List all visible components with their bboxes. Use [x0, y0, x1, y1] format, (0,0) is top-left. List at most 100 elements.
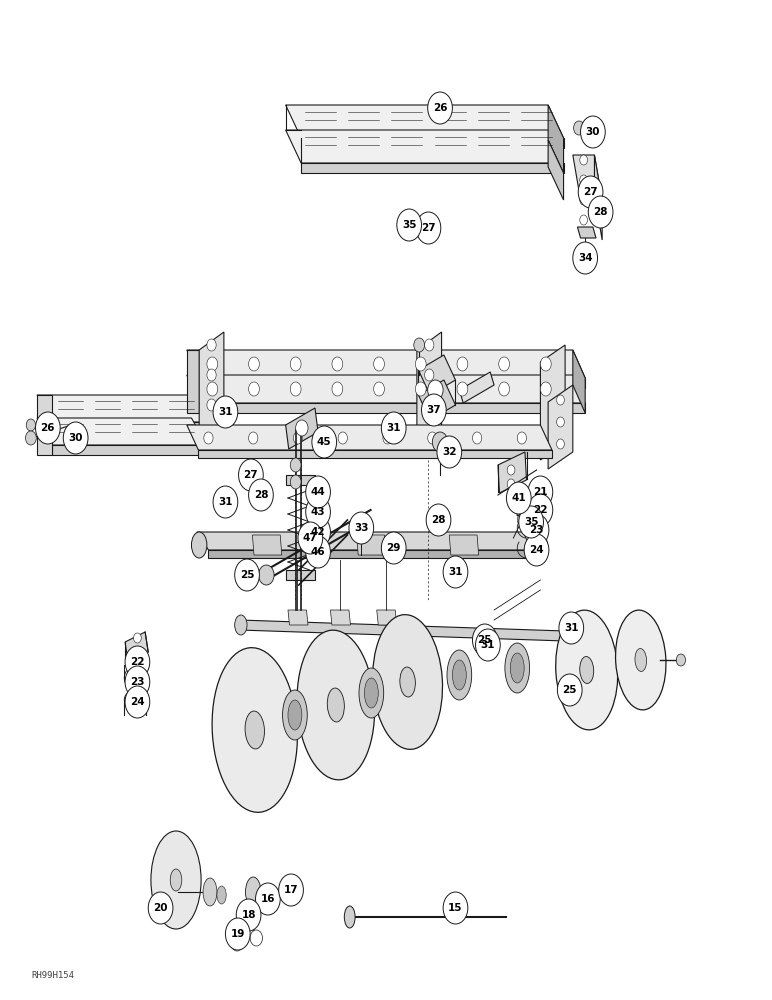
Ellipse shape: [344, 906, 355, 928]
Polygon shape: [37, 395, 52, 455]
Circle shape: [290, 382, 301, 396]
Circle shape: [279, 874, 303, 906]
Polygon shape: [594, 155, 602, 240]
Polygon shape: [197, 532, 544, 550]
Text: 43: 43: [311, 507, 325, 517]
Circle shape: [213, 486, 238, 518]
Ellipse shape: [359, 668, 384, 718]
Circle shape: [580, 195, 587, 205]
Circle shape: [259, 565, 274, 585]
Circle shape: [306, 496, 330, 528]
Circle shape: [204, 432, 213, 444]
Text: 26: 26: [41, 423, 55, 433]
Polygon shape: [548, 385, 573, 469]
Circle shape: [517, 432, 527, 444]
Ellipse shape: [297, 630, 374, 780]
Polygon shape: [449, 535, 479, 555]
Circle shape: [239, 459, 263, 491]
Polygon shape: [330, 610, 350, 625]
Text: 25: 25: [478, 635, 492, 645]
Ellipse shape: [245, 711, 265, 749]
Circle shape: [581, 116, 605, 148]
Polygon shape: [125, 632, 148, 662]
Circle shape: [235, 559, 259, 591]
Text: 31: 31: [218, 407, 232, 417]
Polygon shape: [577, 227, 596, 238]
Circle shape: [374, 357, 384, 371]
Circle shape: [416, 212, 441, 244]
Text: 22: 22: [533, 505, 547, 515]
Text: 22: 22: [130, 657, 144, 667]
Circle shape: [428, 432, 437, 444]
Circle shape: [355, 514, 367, 530]
Polygon shape: [187, 375, 585, 403]
Circle shape: [249, 357, 259, 371]
Text: 42: 42: [311, 527, 325, 537]
Circle shape: [338, 432, 347, 444]
Circle shape: [306, 476, 330, 508]
Circle shape: [415, 357, 426, 371]
Polygon shape: [37, 395, 207, 422]
Text: 28: 28: [254, 490, 268, 500]
Circle shape: [36, 412, 60, 444]
Circle shape: [507, 479, 515, 489]
Circle shape: [457, 357, 468, 371]
Polygon shape: [52, 422, 207, 432]
Circle shape: [63, 422, 88, 454]
Circle shape: [528, 476, 553, 508]
Circle shape: [207, 357, 218, 371]
Ellipse shape: [635, 649, 647, 671]
Polygon shape: [198, 450, 552, 458]
Circle shape: [207, 382, 218, 396]
Circle shape: [125, 646, 150, 678]
Text: 28: 28: [594, 207, 608, 217]
Circle shape: [25, 431, 36, 445]
Circle shape: [381, 412, 406, 444]
Polygon shape: [199, 403, 585, 413]
Text: 21: 21: [533, 487, 547, 497]
Text: 31: 31: [387, 423, 401, 433]
Polygon shape: [187, 350, 199, 413]
Circle shape: [428, 380, 443, 400]
Text: 31: 31: [564, 623, 578, 633]
Circle shape: [524, 534, 549, 566]
Circle shape: [249, 479, 273, 511]
Circle shape: [290, 458, 301, 472]
Text: 23: 23: [130, 677, 144, 687]
Circle shape: [506, 482, 531, 514]
Circle shape: [499, 357, 510, 371]
Ellipse shape: [364, 678, 378, 708]
Circle shape: [293, 432, 303, 444]
Polygon shape: [37, 418, 207, 445]
Circle shape: [207, 339, 216, 351]
Circle shape: [559, 612, 584, 644]
Circle shape: [397, 209, 422, 241]
Text: 44: 44: [310, 487, 326, 497]
Circle shape: [381, 532, 406, 564]
Ellipse shape: [447, 650, 472, 700]
Circle shape: [499, 382, 510, 396]
Polygon shape: [573, 155, 602, 200]
Circle shape: [557, 395, 564, 405]
Circle shape: [580, 175, 587, 185]
Text: 30: 30: [69, 433, 83, 443]
Circle shape: [249, 432, 258, 444]
Circle shape: [425, 369, 434, 381]
Ellipse shape: [262, 886, 275, 908]
Circle shape: [415, 382, 426, 396]
Text: 15: 15: [449, 903, 462, 913]
Text: 17: 17: [284, 885, 298, 895]
Text: 27: 27: [244, 470, 258, 480]
Circle shape: [312, 426, 337, 458]
Circle shape: [231, 935, 243, 951]
Polygon shape: [573, 350, 585, 413]
Ellipse shape: [373, 615, 442, 749]
Circle shape: [383, 432, 392, 444]
Text: 31: 31: [481, 640, 495, 650]
Text: 47: 47: [303, 533, 318, 543]
Circle shape: [256, 883, 280, 915]
Circle shape: [250, 930, 262, 946]
Ellipse shape: [203, 878, 217, 906]
Ellipse shape: [327, 688, 344, 722]
Text: 27: 27: [422, 223, 435, 233]
